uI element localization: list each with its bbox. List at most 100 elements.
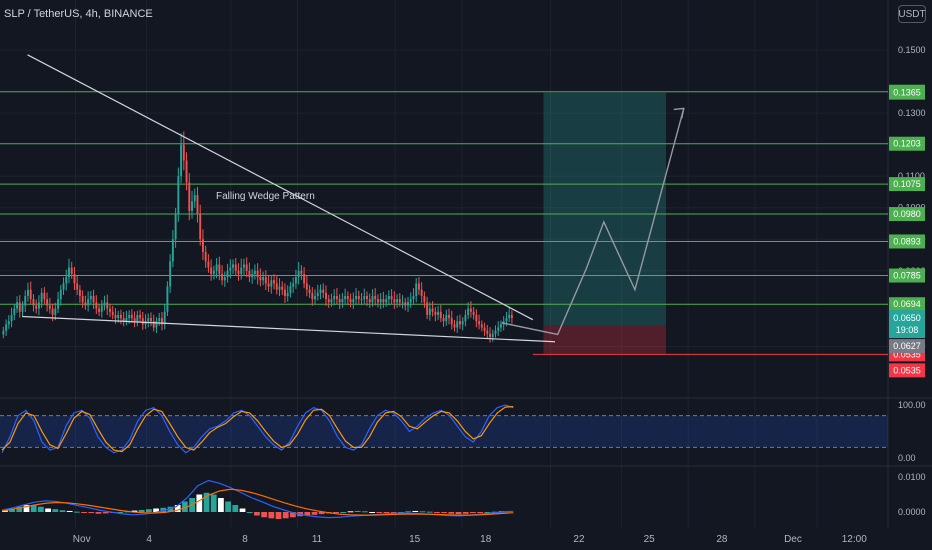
candle [286,285,289,302]
candle [508,307,511,323]
candle [37,295,40,316]
candle [106,294,109,316]
macd-histogram-bar [470,512,476,514]
macd-histogram-bar [254,512,260,516]
projection-path[interactable] [501,108,685,336]
candle [204,245,207,268]
macd-histogram-bar [441,512,448,514]
candle [491,329,494,342]
candle [289,281,292,298]
candle [284,283,286,303]
prev-price-tag [889,339,925,354]
macd-histogram-bar [153,508,159,512]
candle [494,325,497,338]
falling-wedge-annotation: Falling Wedge Pattern [216,191,315,202]
long-target-zone[interactable] [543,92,666,326]
macd-histogram-bar [419,511,426,513]
macd-histogram-bar [138,509,145,512]
candle [70,261,73,279]
price-level-tag [889,297,925,312]
candle [404,297,407,311]
macd-histogram-bar [405,511,412,513]
price-level-tag-text: 0.1365 [893,88,921,98]
candle [352,292,355,309]
x-axis: Nov 4 8 11 15 18 22 25 28 Dec 12:00 [73,534,867,545]
candle [314,289,317,305]
candle [212,265,215,280]
x-tick-label: 22 [573,534,585,545]
x-tick-label: 25 [644,534,656,545]
price-level-tag-text: 0.1075 [893,179,921,189]
macd-histogram-bar [340,512,347,513]
rsi-tick-label: 0.00 [898,453,916,463]
macd-histogram-bar [59,510,66,512]
price-level-tag-text: 0.0694 [893,299,921,309]
candle [40,288,43,308]
candle [278,278,281,297]
candle [366,291,368,306]
macd-histogram-bar [354,510,361,512]
macd-histogram-bar [131,510,138,512]
macd-histogram-bar [203,492,210,512]
candle [338,294,341,309]
candle [385,294,388,307]
macd-tick-label: 0.0100 [898,472,926,482]
candle [415,278,418,303]
candle [141,311,144,330]
macd-histogram-bar [174,505,181,512]
candle [401,295,404,309]
candle [330,293,333,307]
candle [327,294,330,308]
currency-button[interactable]: USDT [898,5,926,23]
candle [379,293,382,309]
candle [2,326,5,339]
candle [448,308,450,325]
macd-histogram-bar [477,512,484,513]
candle [196,186,199,223]
candle [81,290,84,308]
candle [398,293,401,307]
candle [21,301,24,317]
current-price-tag [889,310,925,339]
candle [100,300,103,318]
macd-histogram-bar [383,512,390,514]
candle [456,315,459,333]
candle [234,258,237,276]
candle [357,290,360,304]
candle [229,259,232,279]
long-stop-zone[interactable] [543,325,666,355]
candle [92,289,95,309]
macd-histogram-bar [81,512,87,513]
candle [46,292,49,312]
macd-histogram-bar [362,511,368,513]
candle [497,321,500,336]
macd-histogram-bar [318,512,325,515]
candle [303,267,306,289]
candle [48,297,51,314]
candle [7,315,10,329]
candle [445,309,448,326]
macd-histogram-bar [268,512,275,519]
macd-histogram-bar [9,508,15,512]
macd-histogram-bar [239,508,246,512]
wedge-upper-line[interactable] [27,54,534,321]
macd-histogram-bar [38,506,44,512]
candle [431,301,434,317]
rsi-tick-label: 100.00 [898,400,926,410]
macd-histogram-bar [412,510,419,512]
candle [325,285,327,306]
candle [393,291,396,309]
price-level-tag [889,207,925,222]
macd-histogram-bar [261,512,267,518]
macd-histogram-bar [376,512,383,513]
macd-histogram-bar [462,512,469,514]
candle [59,285,62,306]
macd-histogram-bar [23,505,30,512]
candle [294,269,297,289]
candle [281,281,284,295]
candle [158,312,161,326]
wedge-lower-line[interactable] [22,315,556,343]
y-tick-label: 0.1300 [898,108,926,118]
candle [133,311,136,328]
